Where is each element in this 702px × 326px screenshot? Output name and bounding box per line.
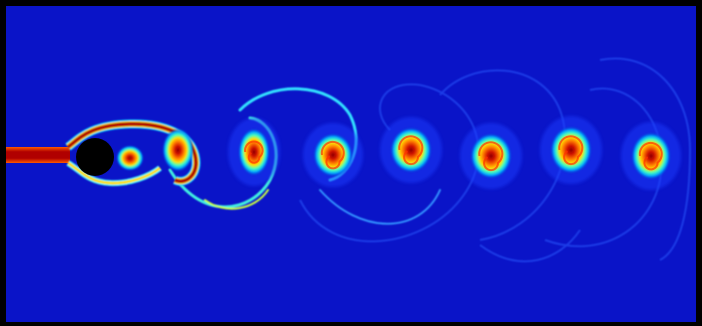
vortex-core-1 — [238, 128, 270, 176]
vortex-core-5 — [550, 126, 592, 174]
vortex-spiral-1 — [244, 140, 264, 164]
vortex-spiral-3 — [398, 135, 424, 166]
cylinder — [76, 138, 114, 176]
vortex-spiral-4 — [478, 141, 504, 172]
vortex-core-6 — [631, 132, 671, 180]
forming-vortex-2 — [162, 128, 194, 172]
vortex-spiral-5 — [558, 135, 584, 166]
vortex-spiral-2 — [320, 140, 345, 170]
inflow-dye-jet — [6, 147, 70, 163]
shed-vortices — [228, 116, 681, 190]
shear-layer — [65, 119, 201, 187]
vortex-core-4 — [470, 133, 512, 179]
vortex-core-3 — [390, 127, 432, 173]
forming-vortex-1 — [116, 145, 144, 171]
vortex-spiral-6 — [638, 141, 663, 171]
vortex-core-2 — [313, 133, 353, 177]
